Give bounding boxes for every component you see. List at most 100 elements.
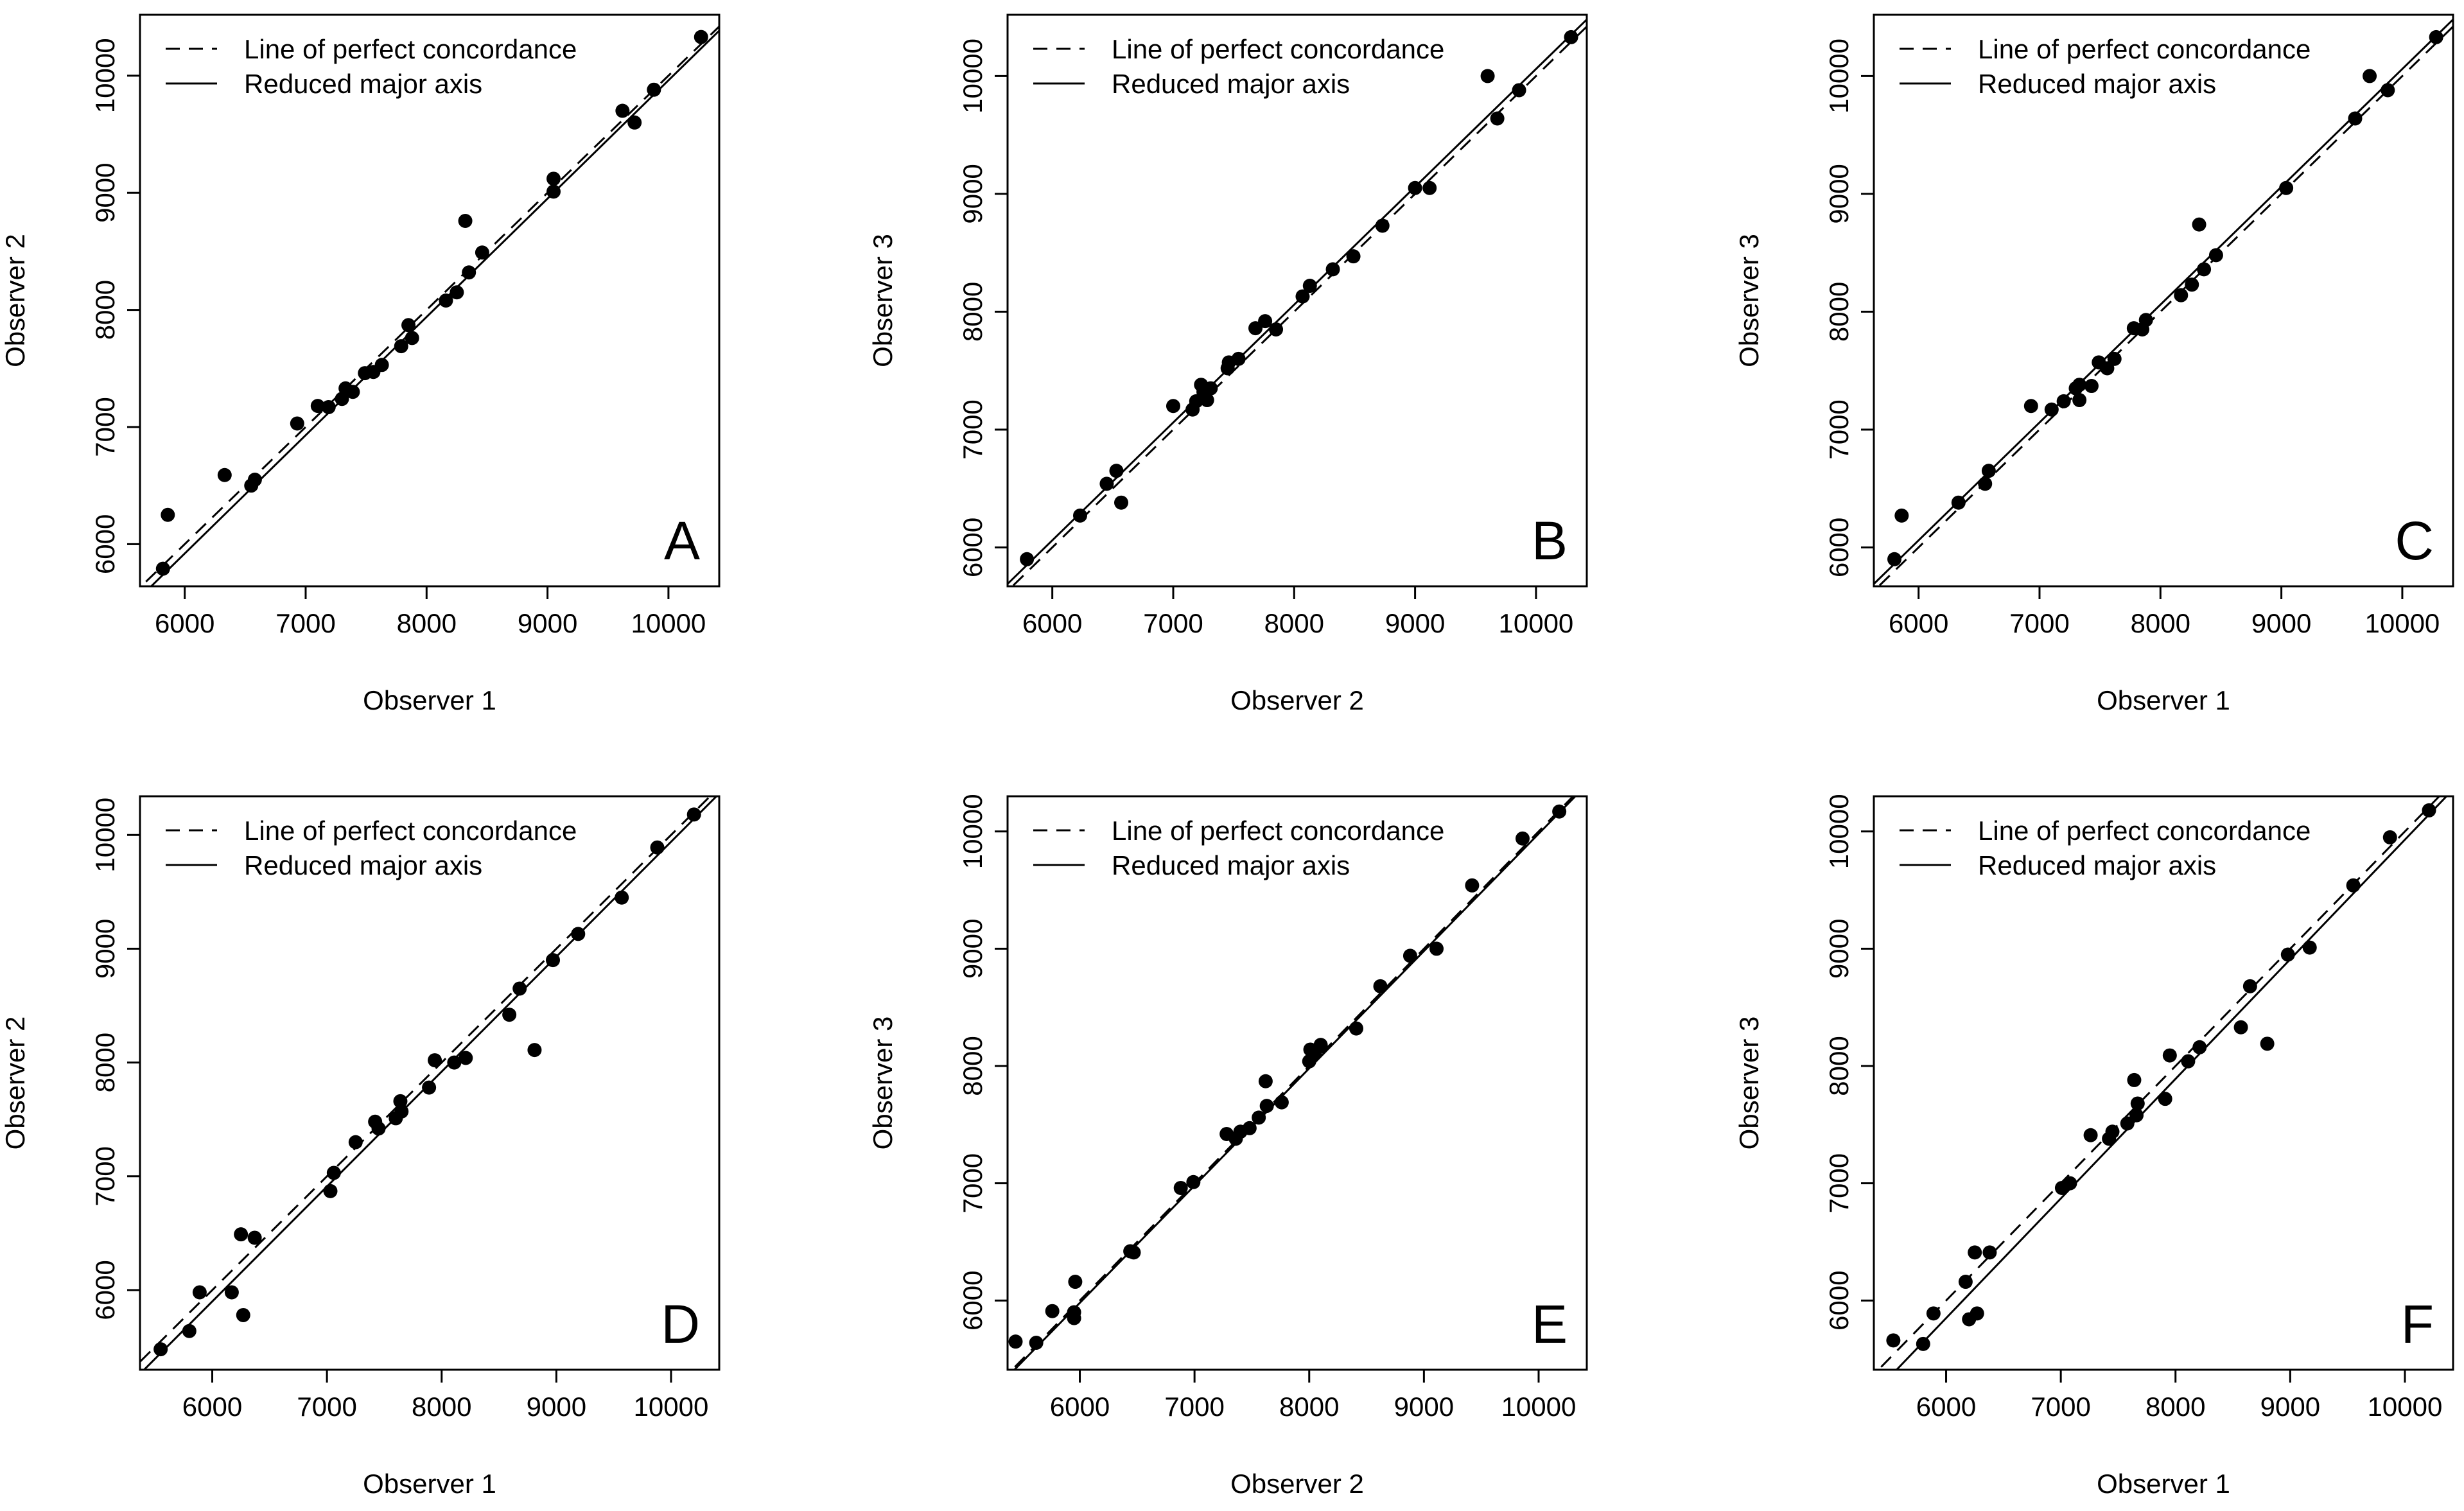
plot-frame <box>1006 13 1588 588</box>
data-point <box>2192 1040 2207 1054</box>
data-point <box>458 213 473 228</box>
data-point <box>475 245 489 260</box>
data-point <box>1274 1095 1289 1110</box>
data-point <box>323 1183 338 1198</box>
data-point <box>321 399 336 414</box>
data-point <box>2422 803 2436 817</box>
data-point <box>1166 399 1180 414</box>
data-point <box>2233 1020 2248 1035</box>
y-tick-label: 9000 <box>957 164 988 223</box>
rma-line <box>1895 796 2448 1370</box>
panel-b: 6000 7000 8000 9000 10000 6000 7000 8000 9000 100… <box>868 13 1588 715</box>
data-point <box>1313 1038 1328 1052</box>
x-tick-label: 7000 <box>2031 1392 2090 1422</box>
data-point <box>405 331 419 345</box>
data-point <box>1302 279 1317 293</box>
x-tick-label: 9000 <box>518 608 577 638</box>
data-point <box>371 1121 386 1136</box>
plot-frame <box>139 795 721 1371</box>
data-point <box>2381 83 2395 98</box>
panel-label: E <box>1532 1294 1568 1354</box>
x-tick-label: 7000 <box>275 608 335 638</box>
data-point <box>1886 1333 1901 1348</box>
x-axis-label: Observer 1 <box>363 685 496 715</box>
data-point <box>1200 393 1214 408</box>
data-point <box>236 1307 250 1322</box>
y-tick-label: 9000 <box>1824 164 1854 223</box>
panel-label: B <box>1532 511 1568 571</box>
legend-concordance-label: Line of perfect concordance <box>1112 816 1444 846</box>
data-point <box>2105 1124 2120 1139</box>
data-point <box>2348 111 2363 126</box>
legend: Line of perfect concordance Reduced major… <box>1033 34 1444 99</box>
data-point <box>422 1080 437 1095</box>
data-points <box>153 807 701 1357</box>
data-point <box>2174 288 2189 302</box>
data-point <box>1981 464 1996 478</box>
data-point <box>348 1135 363 1149</box>
data-point <box>1295 289 1310 304</box>
data-point <box>2242 979 2257 993</box>
data-point <box>1099 476 1114 491</box>
data-point <box>627 115 642 130</box>
data-point <box>2083 1128 2098 1142</box>
plot-frame <box>1873 13 2454 588</box>
data-point <box>2158 1092 2172 1106</box>
data-point <box>450 285 464 300</box>
data-point <box>1480 69 1495 83</box>
data-point <box>1515 831 1530 846</box>
data-point <box>502 1008 517 1022</box>
data-point <box>393 1094 408 1108</box>
data-point <box>2208 248 2223 263</box>
data-point <box>2363 69 2377 83</box>
data-point <box>1072 508 1087 523</box>
legend-rma-label: Reduced major axis <box>1978 69 2216 99</box>
y-tick-label: 6000 <box>1824 1271 1854 1331</box>
data-point <box>546 184 561 199</box>
data-points <box>1887 30 2443 566</box>
legend: Line of perfect concordance Reduced major… <box>1900 816 2311 880</box>
data-point <box>459 1051 473 1065</box>
y-tick-label: 8000 <box>1824 1036 1854 1096</box>
panel-a: 6000 7000 8000 9000 10000 6000 7000 8000 9000 100… <box>0 13 721 715</box>
data-point <box>1258 1074 1273 1088</box>
legend-concordance-label: Line of perfect concordance <box>1978 34 2311 64</box>
data-point <box>2197 262 2212 277</box>
data-point <box>2162 1048 2177 1063</box>
x-tick-label: 6000 <box>1050 1392 1110 1422</box>
legend: Line of perfect concordance Reduced major… <box>166 816 577 880</box>
data-point <box>182 1323 197 1338</box>
y-tick-label: 7000 <box>957 399 988 459</box>
data-point <box>1242 1121 1257 1135</box>
data-point <box>153 1342 168 1357</box>
y-tick-label: 10000 <box>957 39 988 114</box>
x-tick-label: 6000 <box>1022 608 1082 638</box>
y-tick-label: 8000 <box>1824 282 1854 342</box>
data-point <box>647 82 661 97</box>
rma-line <box>1013 796 1577 1370</box>
data-point <box>1067 1305 1081 1320</box>
y-tick-label: 10000 <box>1824 794 1854 869</box>
y-tick-label: 10000 <box>957 794 988 869</box>
x-axis-label: Observer 1 <box>363 1469 496 1499</box>
y-tick-label: 6000 <box>1824 518 1854 577</box>
y-tick-label: 10000 <box>1824 39 1854 114</box>
concordance-line <box>1011 796 1575 1370</box>
x-axis-label: Observer 2 <box>1230 685 1364 715</box>
data-point <box>1894 508 1909 523</box>
data-point <box>1926 1306 1941 1321</box>
x-axis-label: Observer 1 <box>2097 685 2230 715</box>
data-point <box>1958 1275 1973 1289</box>
legend: Line of perfect concordance Reduced major… <box>166 34 577 99</box>
data-point <box>2072 393 2087 408</box>
x-tick-label: 10000 <box>1499 608 1574 638</box>
data-points <box>155 30 708 576</box>
data-point <box>2280 947 2295 962</box>
x-tick-label: 10000 <box>2365 608 2440 638</box>
x-tick-label: 10000 <box>634 1392 709 1422</box>
legend-concordance-label: Line of perfect concordance <box>244 816 577 846</box>
y-tick-label: 8000 <box>90 1033 120 1092</box>
x-axis-label: Observer 2 <box>1230 1469 1364 1499</box>
legend: Line of perfect concordance Reduced major… <box>1033 816 1444 880</box>
data-point <box>1258 314 1273 329</box>
